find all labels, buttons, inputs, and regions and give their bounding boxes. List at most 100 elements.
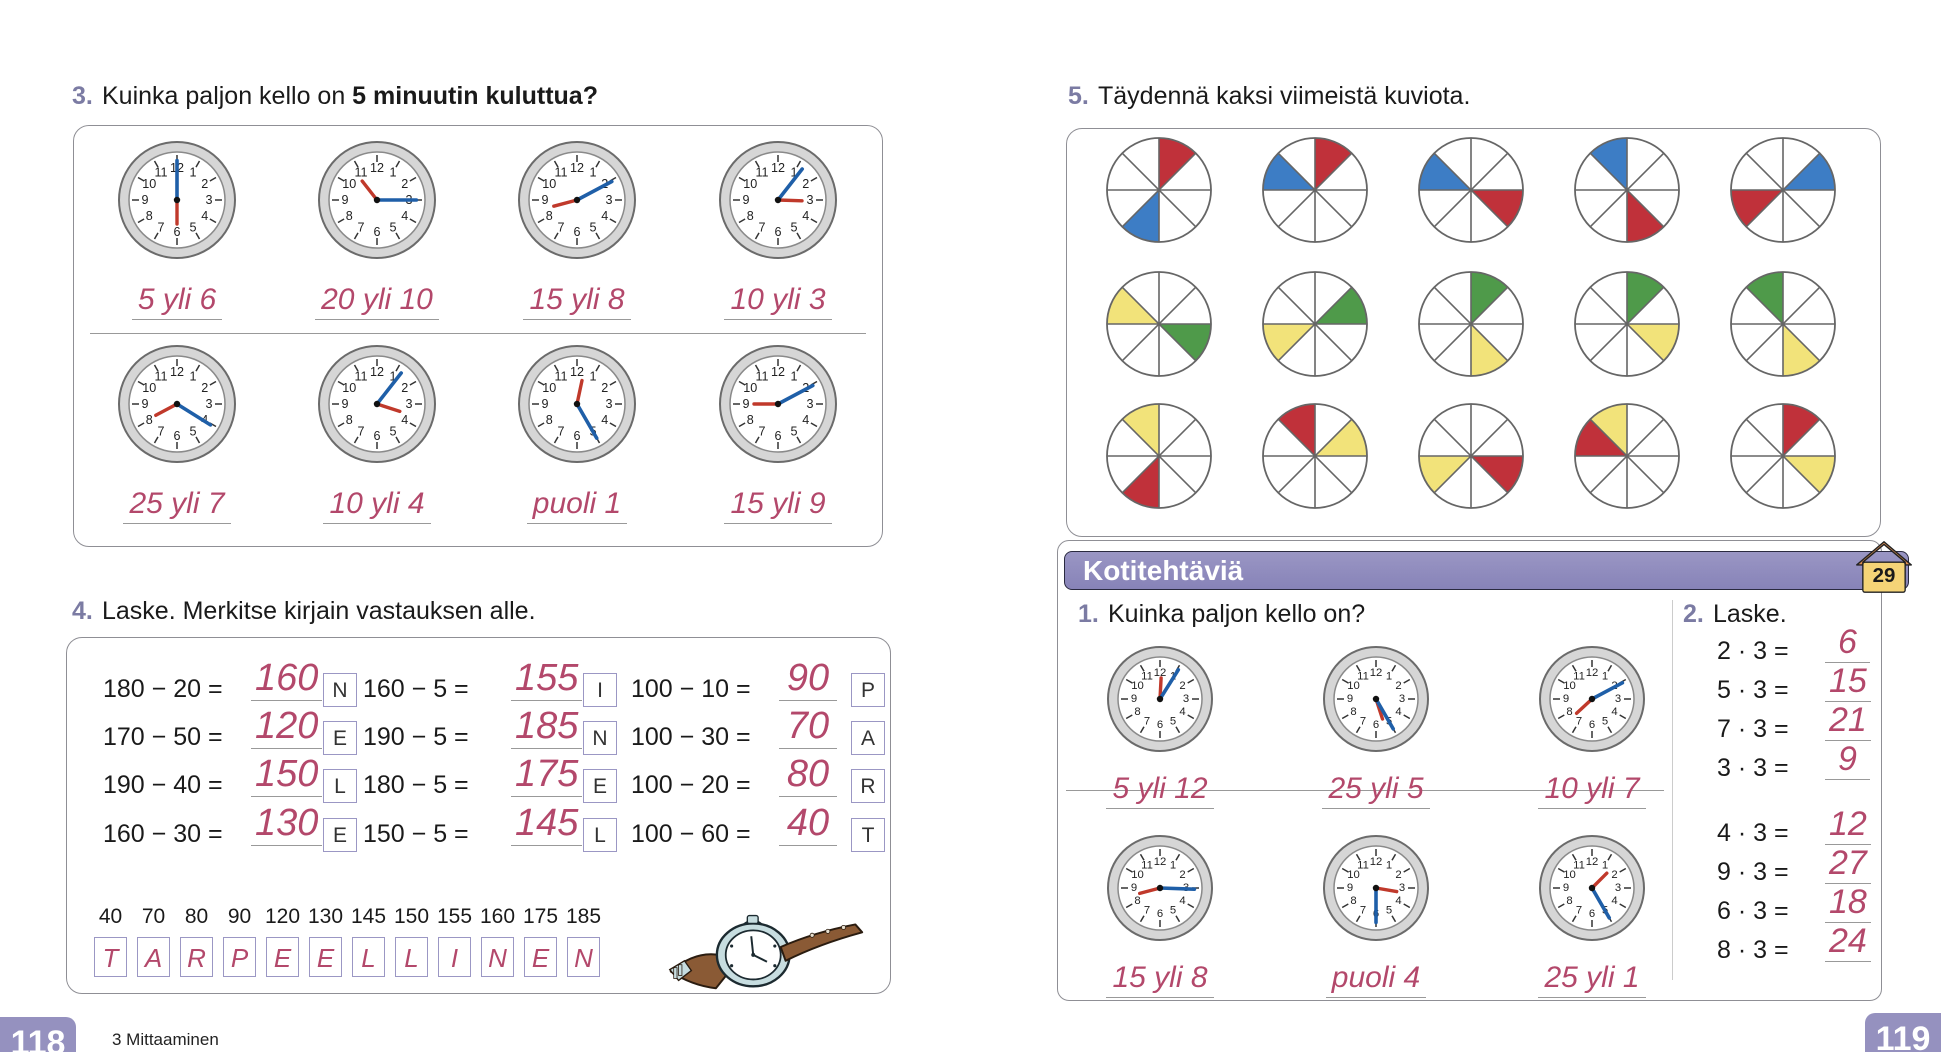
- svg-text:1: 1: [589, 369, 596, 383]
- svg-text:5: 5: [1170, 716, 1176, 728]
- svg-text:11: 11: [154, 165, 167, 179]
- svg-text:3: 3: [1399, 693, 1405, 705]
- svg-text:3: 3: [405, 397, 412, 411]
- svg-text:3: 3: [205, 397, 212, 411]
- svg-text:9: 9: [541, 193, 548, 207]
- svg-text:9: 9: [341, 193, 348, 207]
- svg-text:6: 6: [1589, 719, 1595, 731]
- svg-text:6: 6: [774, 225, 781, 239]
- svg-text:12: 12: [1586, 667, 1599, 679]
- svg-text:8: 8: [1566, 706, 1572, 718]
- svg-text:6: 6: [1157, 908, 1163, 920]
- svg-text:3: 3: [1615, 693, 1621, 705]
- svg-text:8: 8: [747, 209, 754, 223]
- svg-text:9: 9: [141, 193, 148, 207]
- svg-text:9: 9: [1131, 882, 1137, 894]
- svg-text:12: 12: [771, 161, 785, 175]
- svg-text:4: 4: [1611, 706, 1617, 718]
- svg-text:4: 4: [1179, 706, 1185, 718]
- svg-text:7: 7: [557, 221, 564, 235]
- svg-text:8: 8: [747, 413, 754, 427]
- svg-text:8: 8: [1134, 706, 1140, 718]
- svg-text:7: 7: [1576, 905, 1582, 917]
- svg-text:9: 9: [742, 193, 749, 207]
- svg-text:5: 5: [1386, 905, 1392, 917]
- svg-text:11: 11: [1141, 860, 1153, 872]
- svg-text:1: 1: [1602, 860, 1608, 872]
- svg-text:1: 1: [1386, 671, 1392, 683]
- svg-text:2: 2: [601, 381, 608, 395]
- svg-text:12: 12: [1370, 856, 1383, 868]
- svg-text:7: 7: [157, 221, 164, 235]
- svg-text:7: 7: [357, 425, 364, 439]
- svg-text:8: 8: [346, 209, 353, 223]
- svg-text:1: 1: [589, 165, 596, 179]
- svg-text:4: 4: [401, 209, 408, 223]
- svg-text:12: 12: [170, 365, 184, 379]
- svg-text:8: 8: [346, 413, 353, 427]
- svg-text:11: 11: [755, 369, 768, 383]
- svg-text:11: 11: [154, 369, 167, 383]
- svg-text:3: 3: [1183, 693, 1189, 705]
- svg-text:5: 5: [189, 221, 196, 235]
- svg-text:12: 12: [1586, 856, 1599, 868]
- svg-text:6: 6: [173, 225, 180, 239]
- svg-text:4: 4: [802, 413, 809, 427]
- svg-text:6: 6: [1157, 719, 1163, 731]
- svg-text:11: 11: [1357, 671, 1369, 683]
- svg-text:7: 7: [157, 425, 164, 439]
- svg-text:3: 3: [605, 397, 612, 411]
- svg-text:9: 9: [341, 397, 348, 411]
- svg-text:4: 4: [1395, 706, 1401, 718]
- svg-text:12: 12: [1154, 856, 1167, 868]
- svg-text:11: 11: [354, 165, 367, 179]
- svg-text:5: 5: [1602, 716, 1608, 728]
- svg-text:7: 7: [1144, 716, 1150, 728]
- svg-text:8: 8: [1134, 895, 1140, 907]
- svg-text:8: 8: [1350, 895, 1356, 907]
- svg-text:12: 12: [771, 365, 785, 379]
- svg-text:3: 3: [806, 397, 813, 411]
- svg-text:5: 5: [189, 425, 196, 439]
- svg-text:1: 1: [1170, 860, 1176, 872]
- svg-text:2: 2: [201, 177, 208, 191]
- svg-text:11: 11: [1141, 671, 1153, 683]
- svg-text:6: 6: [373, 429, 380, 443]
- svg-text:11: 11: [1357, 860, 1369, 872]
- svg-text:9: 9: [141, 397, 148, 411]
- svg-text:8: 8: [546, 209, 553, 223]
- svg-text:4: 4: [601, 209, 608, 223]
- svg-text:9: 9: [1347, 882, 1353, 894]
- svg-text:4: 4: [601, 413, 608, 427]
- svg-text:11: 11: [354, 369, 367, 383]
- svg-text:2: 2: [1395, 869, 1401, 881]
- svg-text:11: 11: [1573, 860, 1585, 872]
- svg-text:3: 3: [605, 193, 612, 207]
- svg-text:9: 9: [1563, 882, 1569, 894]
- svg-text:2: 2: [1611, 869, 1617, 881]
- svg-text:2: 2: [401, 177, 408, 191]
- svg-text:4: 4: [1179, 895, 1185, 907]
- svg-text:3: 3: [1399, 882, 1405, 894]
- svg-text:5: 5: [1170, 905, 1176, 917]
- svg-text:12: 12: [370, 161, 384, 175]
- svg-text:2: 2: [201, 381, 208, 395]
- svg-text:2: 2: [802, 177, 809, 191]
- svg-text:7: 7: [557, 425, 564, 439]
- svg-text:9: 9: [1563, 693, 1569, 705]
- svg-text:9: 9: [1131, 693, 1137, 705]
- svg-text:4: 4: [1395, 895, 1401, 907]
- svg-text:1: 1: [389, 165, 396, 179]
- svg-text:5: 5: [389, 221, 396, 235]
- svg-text:9: 9: [742, 397, 749, 411]
- svg-text:6: 6: [173, 429, 180, 443]
- svg-text:4: 4: [1611, 895, 1617, 907]
- svg-text:29: 29: [1873, 564, 1896, 587]
- svg-text:7: 7: [357, 221, 364, 235]
- svg-text:11: 11: [554, 165, 567, 179]
- svg-text:7: 7: [758, 425, 765, 439]
- svg-text:5: 5: [790, 425, 797, 439]
- svg-text:3: 3: [806, 193, 813, 207]
- svg-text:12: 12: [570, 161, 584, 175]
- svg-text:6: 6: [1373, 719, 1379, 731]
